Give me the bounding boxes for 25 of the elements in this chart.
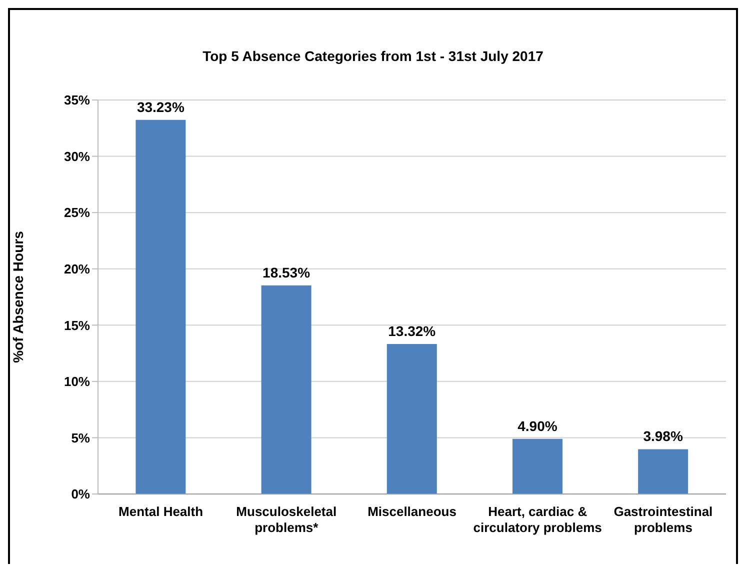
x-tick-label: Heart, cardiac & circulatory problems [473, 504, 602, 535]
x-tick-label: Mental Health [118, 504, 204, 519]
y-tick-label: 0% [71, 486, 90, 502]
data-label: 3.98% [643, 428, 684, 444]
x-tick-label: Miscellaneous [368, 504, 456, 519]
y-tick-label: 15% [64, 318, 90, 333]
bar [261, 285, 312, 494]
y-tick-label: 30% [64, 148, 90, 164]
bar [386, 344, 437, 494]
bar [136, 120, 186, 494]
x-tick-label: Musculoskeletal problems* [236, 504, 337, 535]
y-tick-label: 35% [64, 92, 90, 108]
bar [512, 438, 562, 494]
bar [638, 449, 688, 494]
chart-title: Top 5 Absence Categories from 1st - 31st July 2017 [202, 48, 544, 64]
y-axis-title: %of Absence Hours [10, 230, 26, 363]
y-tick-label: 10% [64, 374, 90, 390]
y-tick-label: 20% [64, 261, 90, 276]
data-label: 13.32% [388, 323, 436, 340]
x-tick-label: Gastrointestinal problems [614, 504, 713, 535]
data-label: 33.23% [136, 98, 185, 115]
y-tick-label: 5% [71, 430, 90, 446]
y-tick-label: 25% [64, 205, 90, 220]
data-label: 18.53% [262, 264, 311, 280]
data-label: 4.90% [518, 418, 558, 434]
